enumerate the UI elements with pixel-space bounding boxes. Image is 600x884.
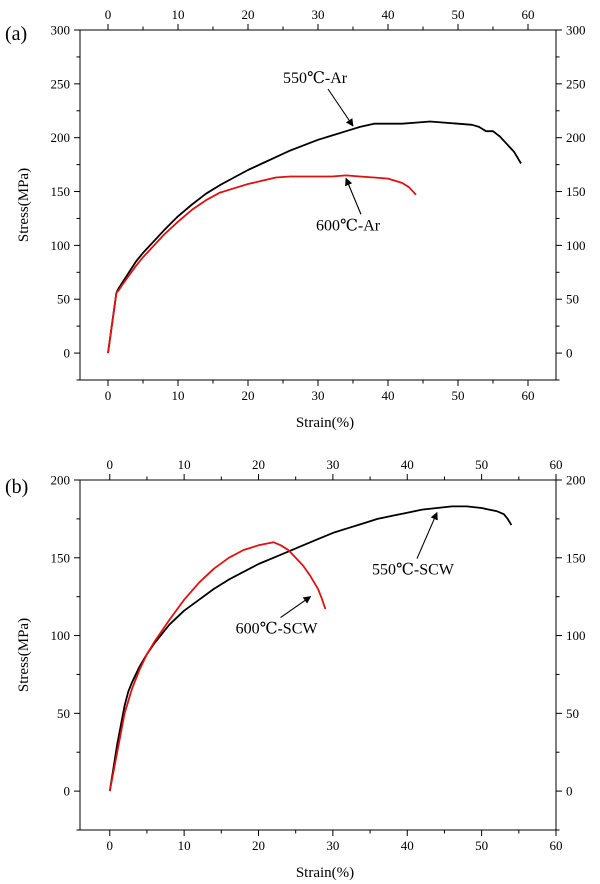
x-tick-label-bottom: 10 — [172, 388, 185, 403]
annotation-arrow — [327, 88, 354, 127]
x-tick-label-top: 50 — [475, 457, 488, 472]
x-tick-label-top: 60 — [550, 457, 563, 472]
annotation-label: 550℃-Ar — [283, 70, 348, 87]
annotations: 550℃-Ar 600℃-Ar — [283, 70, 381, 234]
y-tick-label-left: 200 — [51, 473, 71, 488]
y-tick-label-left: 50 — [57, 292, 70, 307]
x-tick-label-bottom: 0 — [105, 388, 112, 403]
y-tick-label-left: 300 — [51, 23, 71, 38]
plot-frame — [79, 479, 557, 831]
x-tick-label-top: 10 — [172, 7, 185, 22]
y-tick-label-right: 300 — [566, 23, 586, 38]
series-line-550 — [107, 120, 522, 354]
y-tick-label-right: 0 — [566, 346, 573, 361]
y-tick-label-right: 150 — [566, 550, 586, 565]
y-tick-label-right: 200 — [566, 473, 586, 488]
x-tick-label-top: 0 — [105, 7, 112, 22]
x-tick-label-top: 20 — [242, 7, 255, 22]
x-tick-label-top: 20 — [252, 457, 265, 472]
y-tick-label-left: 150 — [51, 184, 71, 199]
y-tick-label-right: 0 — [566, 784, 573, 799]
x-tick-label-top: 10 — [178, 457, 191, 472]
panel-label: (a) — [5, 23, 27, 45]
y-axis-title: Stress(MPa) — [16, 168, 32, 242]
y-tick-label-left: 100 — [51, 628, 71, 643]
ticks: 0 0 10 10 20 20 30 30 40 40 50 50 60 60 0 0 50 50 100 100 15… — [51, 7, 586, 403]
y-tick-label-right: 150 — [566, 184, 586, 199]
x-tick-label-top: 60 — [522, 7, 535, 22]
x-tick-label-bottom: 30 — [326, 838, 339, 853]
series-lines — [107, 120, 522, 354]
x-tick-label-bottom: 30 — [312, 388, 325, 403]
series-line-600 — [108, 541, 327, 792]
y-tick-label-left: 200 — [51, 130, 71, 145]
y-tick-label-right: 200 — [566, 130, 586, 145]
y-tick-label-left: 0 — [64, 346, 71, 361]
chart-panel-b: (b) Stress(MPa) Strain(%) 0 0 10 10 20 20 30 30… — [5, 457, 586, 881]
y-tick-label-right: 100 — [566, 238, 586, 253]
annotation-arrow — [345, 177, 362, 215]
y-tick-label-left: 0 — [64, 784, 71, 799]
x-tick-label-bottom: 40 — [382, 388, 395, 403]
series-lines — [108, 505, 513, 792]
x-tick-label-bottom: 0 — [107, 838, 114, 853]
x-tick-label-bottom: 60 — [522, 388, 535, 403]
x-tick-label-top: 40 — [382, 7, 395, 22]
series-line-550 — [108, 505, 513, 792]
x-tick-label-top: 30 — [312, 7, 325, 22]
x-tick-label-bottom: 20 — [252, 838, 265, 853]
panel-label: (b) — [5, 476, 28, 498]
y-tick-label-right: 250 — [566, 76, 586, 91]
x-tick-label-bottom: 50 — [475, 838, 488, 853]
y-axis-title: Stress(MPa) — [16, 618, 32, 692]
y-tick-label-left: 150 — [51, 550, 71, 565]
x-tick-label-bottom: 50 — [452, 388, 465, 403]
y-tick-label-left: 250 — [51, 76, 71, 91]
x-tick-label-top: 40 — [401, 457, 414, 472]
annotation-arrow — [416, 511, 438, 559]
x-tick-label-bottom: 10 — [178, 838, 191, 853]
chart-panel-a: (a) Stress(MPa) Strain(%) 0 0 10 10 20 20 30 30… — [5, 7, 586, 431]
x-tick-label-bottom: 40 — [401, 838, 414, 853]
x-tick-label-top: 50 — [452, 7, 465, 22]
x-tick-label-bottom: 20 — [242, 388, 255, 403]
x-axis-title: Strain(%) — [296, 415, 354, 431]
y-tick-label-left: 50 — [57, 706, 70, 721]
x-axis-title: Strain(%) — [296, 865, 354, 881]
annotations: 550℃-SCW 600℃-SCW — [236, 511, 455, 638]
y-tick-label-left: 100 — [51, 238, 71, 253]
y-tick-label-right: 50 — [566, 292, 579, 307]
ticks: 0 0 10 10 20 20 30 30 40 40 50 50 60 60 0 0 50 50 100 100 15… — [51, 457, 586, 853]
x-tick-label-top: 30 — [326, 457, 339, 472]
x-tick-label-top: 0 — [107, 457, 114, 472]
x-tick-label-bottom: 60 — [550, 838, 563, 853]
y-tick-label-right: 50 — [566, 706, 579, 721]
y-tick-label-right: 100 — [566, 628, 586, 643]
series-line-600 — [107, 174, 417, 354]
annotation-label: 600℃-Ar — [316, 217, 381, 234]
annotation-arrow — [280, 596, 312, 619]
annotation-label: 550℃-SCW — [372, 562, 455, 579]
annotation-label: 600℃-SCW — [236, 621, 319, 638]
